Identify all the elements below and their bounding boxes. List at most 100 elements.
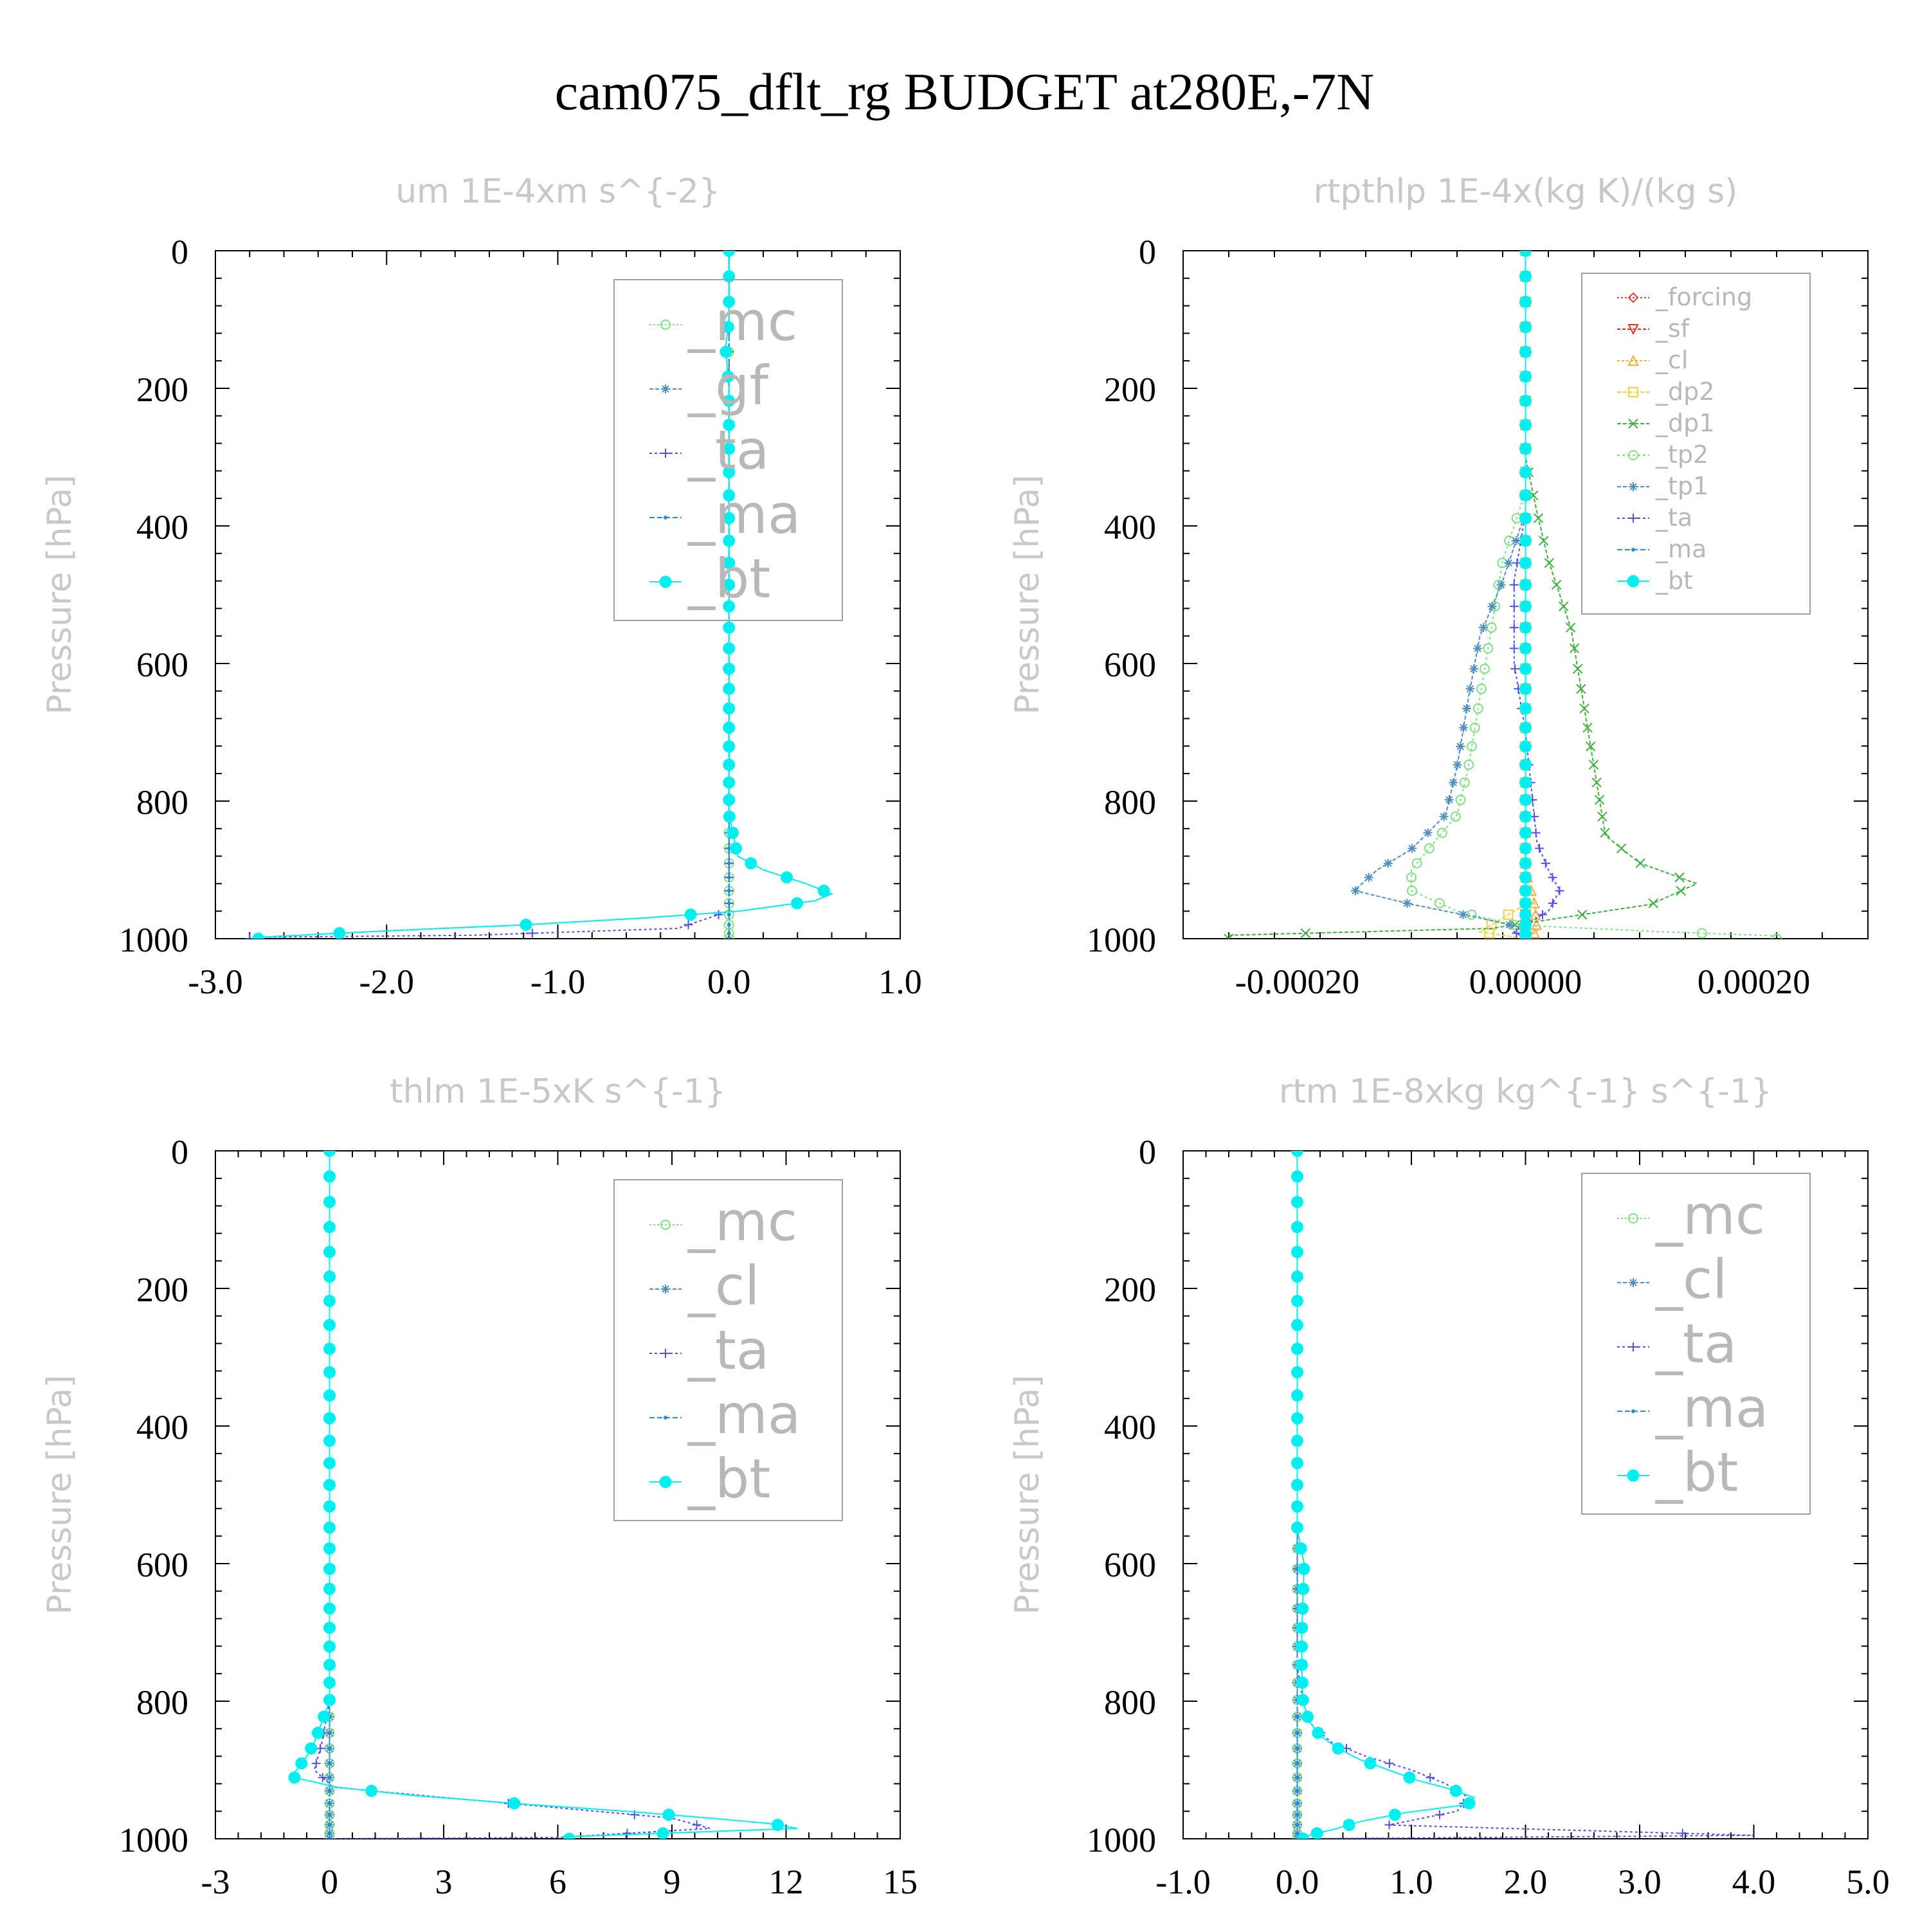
- data-point-tp2: [1455, 795, 1466, 806]
- legend-marker: [1628, 419, 1638, 429]
- x-tick-label: 6: [549, 1863, 566, 1901]
- data-point-tp1: [1505, 920, 1514, 930]
- data-point-bt: [723, 642, 736, 655]
- legend-item: _bt: [649, 547, 770, 610]
- data-point-bt: [1519, 758, 1532, 771]
- data-point-bt: [333, 927, 346, 939]
- data-point-tp1: [1364, 872, 1373, 882]
- page-title: cam075_dflt_rg BUDGET at280E,-7N: [555, 62, 1375, 121]
- legend-marker: [664, 1416, 667, 1420]
- legend-item: _ma: [1617, 1377, 1768, 1440]
- data-point-ta: [1384, 1758, 1394, 1768]
- data-point-tp2: [1696, 928, 1707, 939]
- data-point-bt: [1310, 1827, 1323, 1839]
- data-point-ma: [727, 901, 731, 905]
- data-point-bt: [1519, 682, 1532, 695]
- y-tick-label: 0: [1139, 233, 1156, 271]
- data-point-bt: [323, 1640, 336, 1653]
- legend-marker: [1627, 292, 1639, 303]
- legend-box: [1581, 273, 1811, 615]
- data-point-dp1: [1559, 601, 1569, 611]
- legend-item: _bt: [1617, 566, 1693, 595]
- legend-marker: [1628, 1213, 1638, 1223]
- data-point-ta: [1541, 858, 1550, 868]
- legend-label: _dp1: [1655, 409, 1714, 437]
- series-line-ta: [313, 1151, 711, 1839]
- legend-label: _cl: [687, 1254, 760, 1317]
- legend-item: _dp1: [1617, 409, 1714, 437]
- data-point-dp1: [1635, 858, 1645, 869]
- data-point-bt: [720, 345, 732, 358]
- data-point-bt: [323, 1221, 336, 1234]
- legend-marker: [1627, 324, 1639, 336]
- legend-marker: [1628, 387, 1638, 397]
- data-point-bt: [1291, 1457, 1303, 1470]
- data-point-tp1: [1487, 602, 1497, 611]
- data-point-ta: [1292, 1834, 1302, 1839]
- data-point-ta: [316, 1744, 325, 1753]
- data-point-bt: [723, 419, 736, 431]
- data-point-bt: [1519, 295, 1532, 308]
- legend: _forcing _sf _cl _dp2 _dp1 _tp2 _tp1 _ta _ma _bt: [1581, 273, 1811, 615]
- legend: _mc_cl_ta_ma_bt: [1581, 1173, 1811, 1515]
- data-point-ma: [327, 1731, 332, 1735]
- data-point-dp1: [1569, 643, 1580, 654]
- chart-title: um 1E-4xm s^{-2}: [395, 172, 720, 211]
- data-point-dp1: [1576, 683, 1586, 694]
- legend-marker: [1629, 482, 1638, 491]
- data-point-tp2: [1450, 811, 1461, 822]
- data-point-tp2: [1466, 909, 1477, 920]
- data-point-bt: [1519, 897, 1532, 910]
- data-point-ma: [1295, 1775, 1300, 1780]
- x-tick-label: -1.0: [1155, 1863, 1210, 1901]
- plot-frame: [1182, 1150, 1869, 1839]
- data-point-ta: [692, 1820, 702, 1830]
- series-line-dp2: [1478, 251, 1526, 939]
- data-point-bt: [723, 295, 736, 308]
- data-point-bt: [365, 1785, 378, 1798]
- data-point-bt: [252, 932, 265, 939]
- data-point-bt: [318, 1710, 331, 1723]
- data-point-bt: [723, 758, 736, 771]
- data-point-bt: [323, 1319, 336, 1332]
- data-point-cl: [1528, 897, 1540, 908]
- legend-item: _tp1: [1617, 472, 1708, 500]
- data-point-bt: [323, 1151, 336, 1157]
- legend-label: _dp2: [1655, 377, 1714, 406]
- data-point-bt: [1463, 1797, 1476, 1810]
- legend-item: _ma: [1617, 535, 1707, 563]
- data-point-bt: [1519, 600, 1532, 613]
- data-point-bt: [1519, 251, 1532, 257]
- legend-label: _sf: [1655, 314, 1690, 343]
- data-point-dp1: [1597, 811, 1608, 822]
- data-point-dp1: [1588, 759, 1599, 770]
- data-point-ta: [318, 1773, 327, 1782]
- data-point-bt: [1519, 465, 1532, 478]
- y-tick-label: 600: [1104, 646, 1156, 684]
- data-point-bt: [1291, 1366, 1303, 1378]
- data-point-tp1: [1459, 723, 1469, 732]
- data-point-ma: [1295, 1831, 1300, 1836]
- legend-marker: [1627, 575, 1640, 588]
- data-point-tp1: [1351, 886, 1361, 896]
- data-point-bt: [684, 908, 697, 921]
- legend-item: _sf: [1617, 314, 1690, 343]
- data-point-bt: [723, 702, 736, 715]
- legend-item: _ma: [649, 483, 801, 546]
- data-point-ta: [1535, 844, 1544, 853]
- legend-label: _mc: [687, 290, 797, 353]
- data-point-ma: [1295, 1823, 1300, 1827]
- data-point-bt: [1296, 1602, 1309, 1615]
- data-point-ta: [1678, 1828, 1687, 1838]
- legend-item: _tp2: [1617, 440, 1708, 469]
- data-point-bt: [1291, 1479, 1303, 1492]
- data-point-bt: [1291, 1500, 1303, 1513]
- data-point-tp1: [1496, 580, 1506, 590]
- data-point-tp2: [1771, 934, 1782, 939]
- y-tick-label: 400: [1104, 1408, 1156, 1447]
- data-point-bt: [1449, 1785, 1462, 1798]
- data-point-ta: [1548, 898, 1557, 908]
- data-point-dp1: [1224, 934, 1234, 939]
- legend-label: _ta: [1655, 1312, 1737, 1375]
